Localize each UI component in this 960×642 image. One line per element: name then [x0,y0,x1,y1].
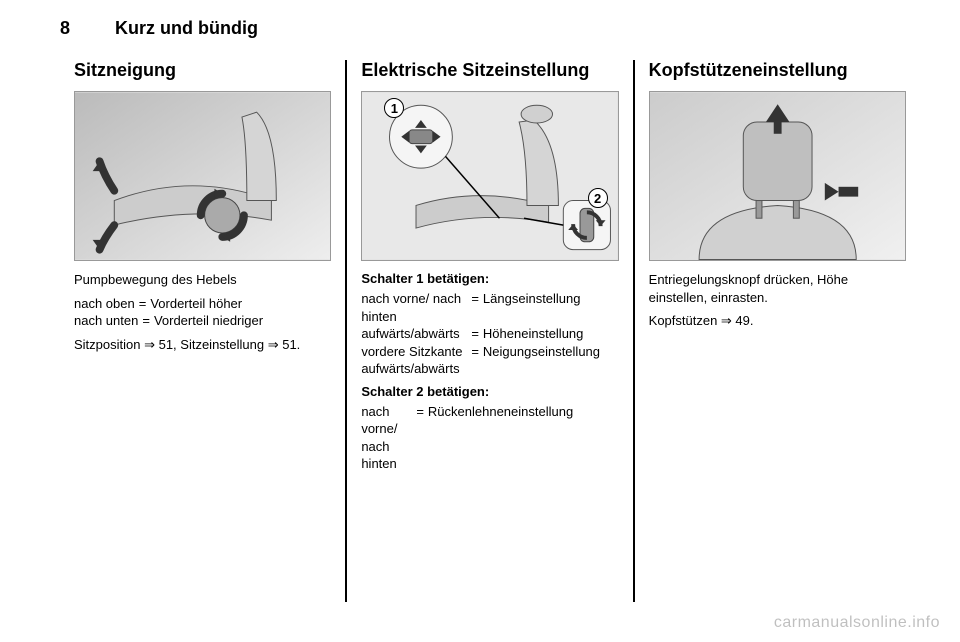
column-sitzneigung: Sitzneigung [60,60,345,602]
lever-caption: Pumpbewegung des Hebels [74,271,331,289]
equals: = [142,312,154,330]
heading-sitzneigung: Sitzneigung [74,60,331,81]
equals: = [416,403,428,473]
column-kopfstuetzen: Kopfstützeneinstellung [633,60,920,602]
heading-kopfstuetzen: Kopfstützeneinstellung [649,60,906,81]
headrest-instruction: Entriegelungsknopf drücken, Höhe einstel… [649,271,906,306]
switch1-definitions: nach vorne/ nach hinten = Längseinstellu… [361,290,618,378]
switch2-definitions: nach vorne/ nach hinten = Rückenlehnenei… [361,403,618,473]
switch1-caption: Schalter 1 betätigen: [361,271,618,286]
term: aufwärts/abwärts [361,325,471,343]
equals: = [471,343,483,378]
cross-reference: Kopfstützen ⇒ 49. [649,312,906,330]
watermark: carmanualsonline.info [774,614,940,632]
value: Vorderteil höher [150,295,331,313]
content-columns: Sitzneigung [60,60,920,602]
value: Höheneinstellung [483,325,619,343]
chapter-title: Kurz und bündig [115,18,258,38]
term: nach vorne/ nach hinten [361,290,471,325]
figure-seat-tilt [74,91,331,261]
cross-reference: Sitzposition ⇒ 51, Sitzeinstellung ⇒ 51. [74,336,331,354]
page-header: 8 Kurz und bündig [60,18,258,39]
value: Neigungseinstellung [483,343,619,378]
equals: = [139,295,151,313]
equals: = [471,325,483,343]
term: nach vorne/ nach hinten [361,403,416,473]
switch2-caption: Schalter 2 betätigen: [361,384,618,399]
heading-elektrische: Elektrische Sitzeinstellung [361,60,618,81]
value: Rückenlehneneinstellung [428,403,619,473]
column-elektrische-sitzeinstellung: Elektrische Sitzeinstellung [345,60,632,602]
page-number: 8 [60,18,70,38]
figure-electric-seat: 1 2 [361,91,618,261]
term: nach oben [74,295,139,313]
equals: = [471,290,483,325]
term: nach unten [74,312,142,330]
callout-2: 2 [588,188,608,208]
value: Längseinstellung [483,290,619,325]
figure-headrest [649,91,906,261]
term: vordere Sitzkante aufwärts/abwärts [361,343,471,378]
tilt-definitions: nach oben = Vorderteil höher nach unten … [74,295,331,330]
value: Vorderteil niedriger [154,312,331,330]
